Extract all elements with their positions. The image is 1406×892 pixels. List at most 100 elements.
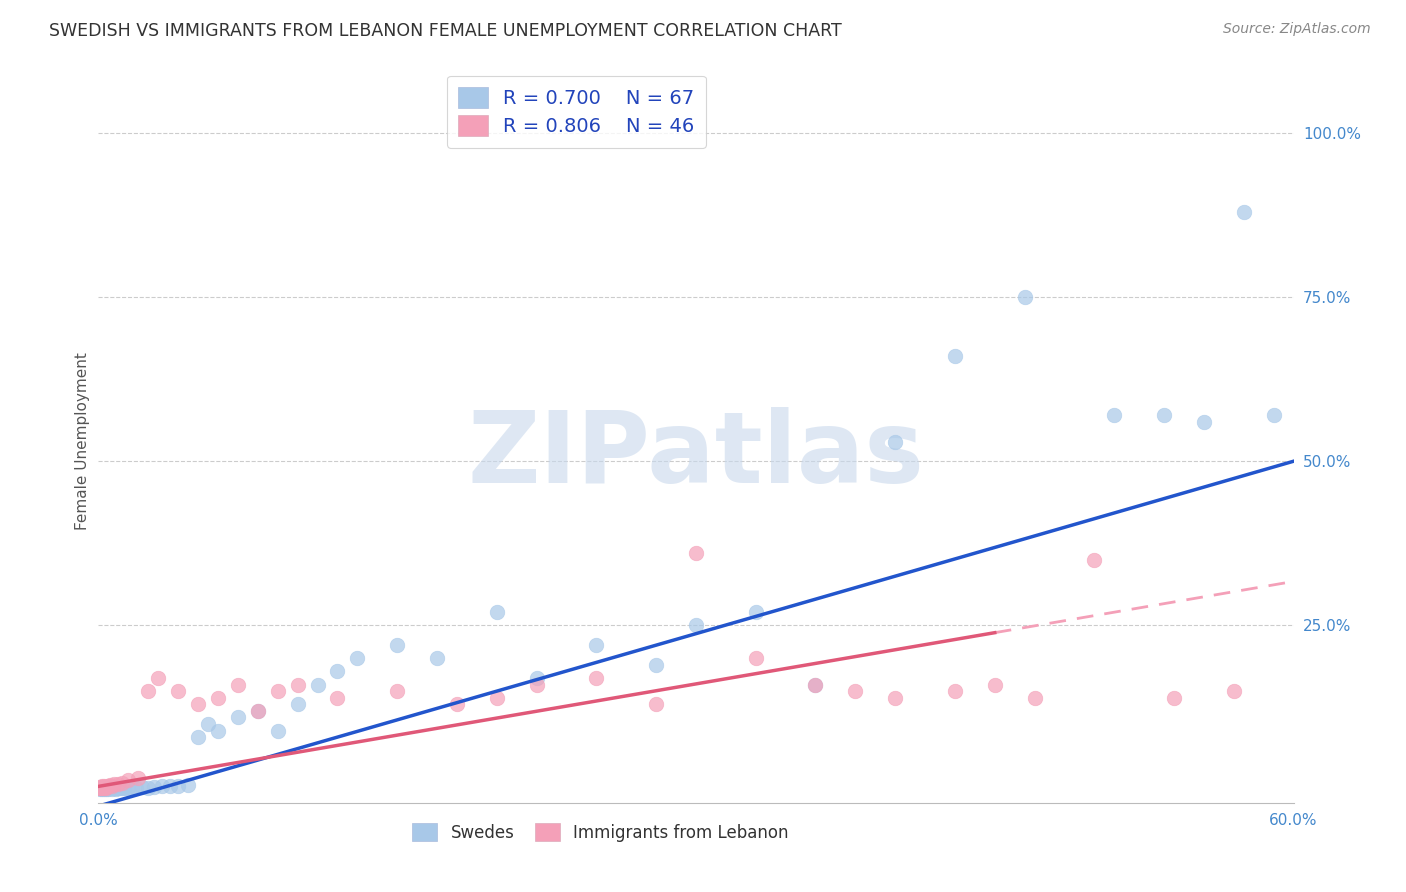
Point: [91, 780, 114, 794]
Point: [526, 677, 548, 691]
Point: [187, 730, 209, 744]
Point: [107, 780, 129, 795]
Point: [485, 690, 508, 705]
Point: [91, 780, 114, 795]
Point: [96, 780, 118, 794]
Point: [745, 605, 768, 619]
Point: [91, 781, 114, 796]
Point: [93, 780, 115, 795]
Point: [267, 684, 290, 698]
Point: [89, 780, 111, 794]
Point: [91, 780, 114, 795]
Point: [103, 781, 125, 796]
Point: [984, 677, 1007, 691]
Point: [121, 781, 143, 796]
Point: [98, 778, 122, 792]
Point: [93, 782, 115, 797]
Point: [96, 780, 118, 795]
Point: [287, 677, 309, 691]
Legend: Swedes, Immigrants from Lebanon: Swedes, Immigrants from Lebanon: [406, 817, 794, 848]
Point: [197, 717, 219, 731]
Point: [177, 778, 200, 792]
Point: [1233, 204, 1256, 219]
Point: [101, 782, 124, 797]
Point: [804, 677, 827, 691]
Point: [93, 781, 115, 796]
Point: [111, 776, 134, 790]
Point: [96, 780, 118, 795]
Point: [96, 782, 118, 797]
Point: [148, 671, 170, 685]
Text: Source: ZipAtlas.com: Source: ZipAtlas.com: [1223, 22, 1371, 37]
Point: [1163, 690, 1185, 705]
Point: [89, 781, 111, 796]
Point: [127, 771, 149, 785]
Point: [89, 782, 111, 797]
Point: [943, 684, 966, 698]
Point: [89, 781, 111, 796]
Point: [585, 671, 607, 685]
Point: [426, 651, 449, 665]
Point: [267, 723, 290, 738]
Point: [89, 781, 111, 796]
Point: [98, 780, 122, 795]
Point: [117, 780, 139, 795]
Point: [1153, 409, 1175, 423]
Point: [326, 690, 349, 705]
Point: [346, 651, 368, 665]
Point: [1024, 690, 1046, 705]
Point: [884, 690, 907, 705]
Point: [89, 780, 111, 795]
Point: [91, 780, 114, 794]
Point: [105, 782, 128, 797]
Point: [745, 651, 768, 665]
Point: [685, 618, 707, 632]
Point: [246, 704, 269, 718]
Point: [645, 657, 668, 672]
Point: [103, 777, 125, 791]
Point: [131, 780, 153, 794]
Point: [804, 677, 827, 691]
Point: [844, 684, 866, 698]
Point: [125, 780, 148, 795]
Point: [107, 777, 129, 791]
Point: [585, 638, 607, 652]
Point: [1083, 553, 1105, 567]
Point: [101, 779, 124, 793]
Point: [91, 780, 114, 795]
Point: [97, 780, 120, 794]
Point: [1014, 290, 1036, 304]
Point: [307, 677, 329, 691]
Point: [1192, 415, 1215, 429]
Point: [187, 698, 209, 712]
Point: [96, 781, 118, 796]
Point: [143, 780, 166, 794]
Point: [89, 780, 111, 795]
Point: [110, 781, 132, 796]
Point: [167, 779, 190, 793]
Point: [91, 781, 114, 796]
Point: [112, 781, 135, 796]
Point: [385, 638, 409, 652]
Point: [645, 698, 668, 712]
Point: [91, 782, 114, 797]
Point: [93, 780, 115, 795]
Y-axis label: Female Unemployment: Female Unemployment: [75, 352, 90, 531]
Point: [159, 780, 181, 794]
Point: [101, 781, 124, 796]
Text: SWEDISH VS IMMIGRANTS FROM LEBANON FEMALE UNEMPLOYMENT CORRELATION CHART: SWEDISH VS IMMIGRANTS FROM LEBANON FEMAL…: [49, 22, 842, 40]
Point: [485, 605, 508, 619]
Point: [385, 684, 409, 698]
Point: [93, 781, 115, 796]
Point: [326, 665, 349, 679]
Point: [136, 780, 159, 795]
Point: [97, 781, 120, 796]
Text: ZIPatlas: ZIPatlas: [468, 408, 924, 505]
Point: [226, 677, 249, 691]
Point: [103, 780, 125, 795]
Point: [93, 780, 115, 794]
Point: [150, 780, 173, 794]
Point: [167, 684, 190, 698]
Point: [446, 698, 468, 712]
Point: [1104, 409, 1126, 423]
